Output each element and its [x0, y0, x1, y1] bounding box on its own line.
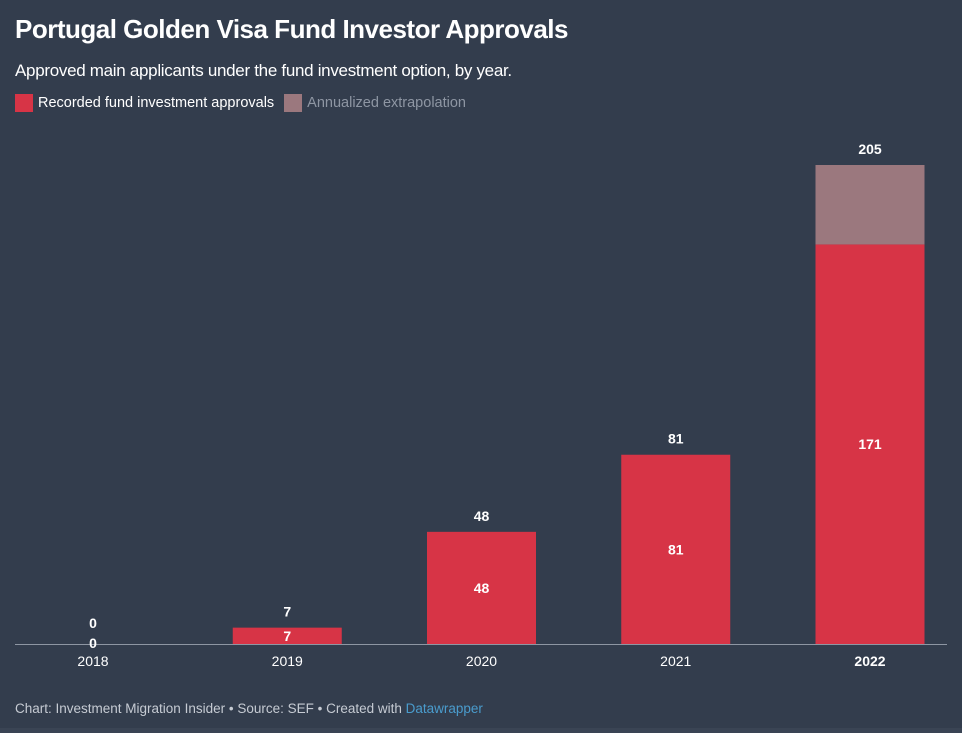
x-tick-label-2020: 2020	[466, 653, 497, 669]
x-tick-label-2022: 2022	[854, 653, 885, 669]
x-tick-label-2021: 2021	[660, 653, 691, 669]
x-tick-label-2019: 2019	[272, 653, 303, 669]
bar-extrapolated-2022	[815, 165, 925, 245]
bar-value-label-2018: 0	[89, 635, 97, 651]
bar-total-label-2018: 0	[89, 615, 97, 631]
bar-recorded-2022	[815, 244, 925, 644]
bar-total-label-2022: 205	[858, 141, 882, 157]
bar-value-label-2021: 81	[668, 541, 684, 557]
bar-total-label-2021: 81	[668, 431, 684, 447]
bar-total-label-2020: 48	[474, 508, 490, 524]
legend-label-extrapolated: Annualized extrapolation	[307, 95, 466, 111]
bar-recorded-2021	[621, 454, 731, 644]
legend-label-recorded: Recorded fund investment approvals	[38, 95, 275, 111]
bar-value-label-2020: 48	[474, 580, 490, 596]
bottom-strip	[0, 728, 962, 733]
datawrapper-link[interactable]: Datawrapper	[405, 701, 483, 716]
chart-subtitle: Approved main applicants under the fund …	[15, 61, 512, 80]
legend-item-recorded: Recorded fund investment approvals	[15, 94, 274, 112]
legend-swatch-recorded	[15, 94, 33, 112]
footer-credits: Chart: Investment Migration Insider • So…	[15, 701, 406, 716]
footer: Chart: Investment Migration Insider • So…	[15, 701, 483, 716]
bar-value-label-2022: 171	[858, 436, 882, 452]
chart-title: Portugal Golden Visa Fund Investor Appro…	[15, 14, 568, 44]
bar-value-label-2019: 7	[283, 628, 291, 644]
legend-item-extrapolated: Annualized extrapolation	[284, 94, 466, 112]
legend: Recorded fund investment approvals Annua…	[15, 94, 476, 112]
bar-recorded-2019	[232, 627, 342, 644]
bar-total-label-2019: 7	[283, 604, 291, 620]
legend-swatch-extrapolated	[284, 94, 303, 112]
labels-group: 0 0 2018 7 7 2019 48 48 2020 81 81 2021 171 205 2022	[77, 141, 885, 669]
bar-recorded-2020	[427, 531, 536, 644]
x-tick-label-2018: 2018	[77, 653, 108, 669]
bars-group	[232, 165, 925, 644]
